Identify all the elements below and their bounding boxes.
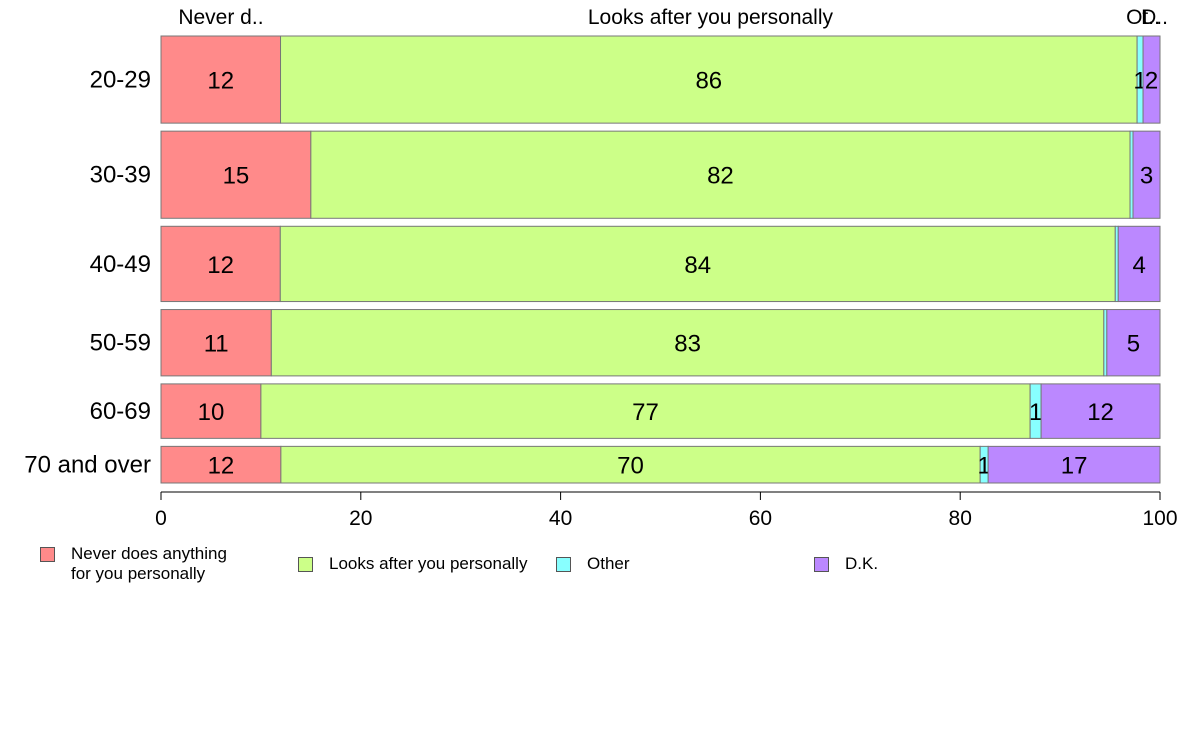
data-label-never-does-anything-for-you-personally-50-59: 11 — [204, 331, 229, 358]
category-label-60-69: 60-69 — [90, 398, 151, 425]
category-label-40-49: 40-49 — [90, 251, 151, 278]
bar-d-k-20-29 — [1142, 35, 1161, 124]
data-label-never-does-anything-for-you-personally-70-and-over: 12 — [208, 453, 235, 480]
data-label-other-60-69: 1 — [1029, 399, 1042, 426]
data-label-d-k-20-29: 2 — [1145, 68, 1158, 95]
top-label-looks-after-you-personally: Looks after you personally — [588, 6, 834, 29]
data-label-other-70-and-over: 1 — [977, 453, 990, 480]
legend-label-looks-after: Looks after you personally — [329, 554, 528, 573]
bar-looks-after-you-personally-40-49 — [279, 225, 1116, 303]
top-label-other: Ot.. — [1126, 6, 1160, 29]
data-label-looks-after-you-personally-70-and-over: 70 — [617, 453, 644, 480]
legend-item-other: Other — [556, 554, 630, 574]
data-label-never-does-anything-for-you-personally-20-29: 12 — [207, 68, 234, 95]
data-label-looks-after-you-personally-40-49: 84 — [684, 252, 711, 279]
bar-d-k-50-59 — [1106, 309, 1161, 377]
data-label-d-k-40-49: 4 — [1132, 252, 1145, 279]
category-label-20-29: 20-29 — [90, 67, 151, 94]
category-label-30-39: 30-39 — [90, 162, 151, 189]
data-label-d-k-30-39: 3 — [1140, 163, 1153, 190]
x-tick-label-0: 0 — [155, 507, 167, 530]
bar-looks-after-you-personally-50-59 — [270, 309, 1105, 377]
legend-label-other: Other — [587, 554, 630, 573]
data-label-never-does-anything-for-you-personally-60-69: 10 — [198, 399, 225, 426]
data-label-never-does-anything-for-you-personally-30-39: 15 — [223, 163, 250, 190]
data-label-looks-after-you-personally-50-59: 83 — [674, 331, 701, 358]
bar-looks-after-you-personally-70-and-over — [280, 445, 981, 484]
bar-never-does-anything-for-you-personally-30-39 — [160, 130, 312, 219]
data-label-d-k-50-59: 5 — [1127, 331, 1140, 358]
data-label-looks-after-you-personally-30-39: 82 — [707, 163, 734, 190]
x-tick-label-20: 20 — [349, 507, 372, 530]
data-label-looks-after-you-personally-60-69: 77 — [632, 399, 659, 426]
legend-item-never: Never does anything for you personally — [40, 544, 227, 584]
legend-item-looks-after: Looks after you personally — [298, 554, 527, 574]
bar-d-k-30-39 — [1132, 130, 1161, 219]
top-label-d-k: D.. — [1141, 6, 1168, 29]
legend-swatch-never — [40, 547, 55, 562]
data-label-d-k-70-and-over: 17 — [1061, 453, 1088, 480]
bar-never-does-anything-for-you-personally-70-and-over — [160, 445, 282, 484]
legend-label-never: Never does anything for you personally — [71, 544, 227, 583]
legend-swatch-dk — [814, 557, 829, 572]
legend-item-dk: D.K. — [814, 554, 878, 574]
bar-looks-after-you-personally-60-69 — [260, 383, 1031, 439]
data-label-looks-after-you-personally-20-29: 86 — [695, 68, 722, 95]
x-tick-label-40: 40 — [549, 507, 572, 530]
category-label-50-59: 50-59 — [90, 330, 151, 357]
data-label-never-does-anything-for-you-personally-40-49: 12 — [207, 252, 234, 279]
top-label-never-does-anything-for-you-personally: Never d.. — [178, 6, 263, 29]
legend-label-dk: D.K. — [845, 554, 879, 573]
bar-d-k-40-49 — [1117, 225, 1161, 303]
x-tick-label-100: 100 — [1142, 507, 1177, 530]
bar-never-does-anything-for-you-personally-40-49 — [160, 225, 281, 303]
stacked-bar-chart: Never d.. Looks after you personally Ot..D… — [24, 6, 1177, 530]
x-tick-label-60: 60 — [749, 507, 772, 530]
bar-d-k-60-69 — [1040, 383, 1161, 439]
legend: Never does anything for you personally L… — [0, 540, 1188, 600]
bar-d-k-70-and-over — [987, 445, 1161, 484]
data-label-d-k-60-69: 12 — [1087, 399, 1114, 426]
legend-swatch-other — [556, 557, 571, 572]
bar-looks-after-you-personally-20-29 — [280, 35, 1138, 124]
category-label-70-and-over: 70 and over — [24, 452, 151, 479]
legend-swatch-looks-after — [298, 557, 313, 572]
x-tick-label-80: 80 — [949, 507, 972, 530]
